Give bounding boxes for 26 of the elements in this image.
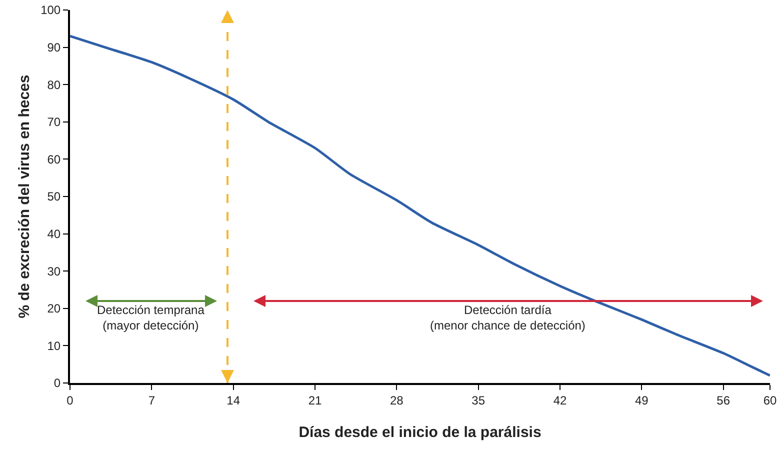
x-tick-label: 60 (763, 393, 777, 408)
y-tick-label: 60 (47, 152, 61, 166)
y-tick-label: 10 (47, 338, 61, 353)
y-tick-label: 100 (40, 3, 61, 18)
x-tick-label: 56 (716, 393, 730, 408)
y-tick-label: 20 (47, 302, 61, 316)
annotation: Detección temprana (mayor detección) (97, 303, 205, 333)
y-tick-label: 50 (47, 190, 61, 204)
y-tick-label: 90 (47, 40, 61, 54)
y-tick-label: 40 (47, 227, 61, 241)
x-tick-label: 42 (553, 393, 567, 408)
x-tick-label: 14 (226, 393, 240, 408)
x-tick-label: 49 (634, 393, 649, 408)
y-tick-label: 0 (54, 376, 61, 390)
x-axis-title: Días desde el inicio de la parálisis (298, 424, 542, 441)
x-tick-label: 21 (308, 393, 322, 408)
line-series (70, 34, 770, 377)
x-tick-label: 0 (66, 393, 74, 408)
x-tick-label: 35 (472, 393, 486, 408)
y-tick-label: 30 (47, 264, 61, 278)
y-axis-title: % de excreción del virus en heces (16, 74, 33, 318)
x-tick-label: 28 (390, 393, 404, 408)
y-tick-label: 80 (47, 78, 61, 92)
y-tick-label: 70 (47, 115, 61, 130)
x-tick-label: 7 (148, 393, 156, 408)
annotation: Detección tardía (menor chance de detección) (430, 303, 586, 333)
